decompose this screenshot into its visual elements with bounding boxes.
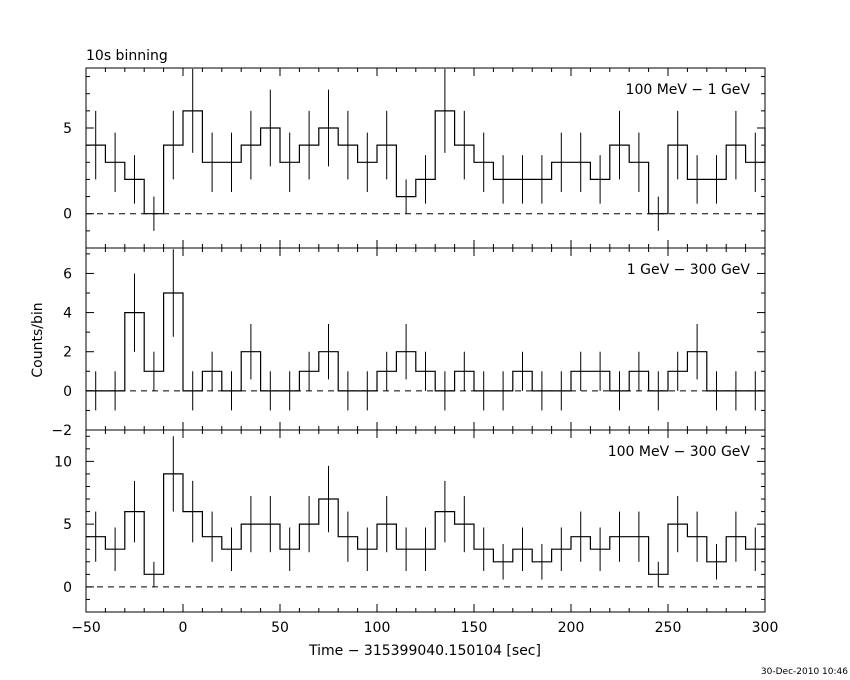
panel-1: 0 5 100 MeV − 1 GeV [63, 67, 766, 249]
timestamp: 30-Dec-2010 10:46 [761, 667, 848, 677]
y-tick-label: 10 [54, 454, 72, 470]
panel-2: −2 0 2 4 6 1 GeV − 300 GeV [51, 247, 766, 439]
panel-3: 0 5 10 100 MeV − 300 GeV [54, 429, 766, 613]
panel-label: 1 GeV − 300 GeV [627, 262, 751, 278]
y-tick-label: 6 [63, 266, 72, 282]
y-tick-label: 0 [63, 207, 72, 223]
panel-label: 100 MeV − 300 GeV [608, 444, 751, 460]
x-tick-label: 150 [461, 620, 488, 636]
chart-title: 10s binning [86, 48, 168, 64]
panels-layer: 0 5 100 MeV − 1 GeV −2 0 2 4 6 1 GeV − 300 GeV 0 5… [51, 67, 779, 636]
step-series [86, 292, 765, 392]
y-tick-label: −2 [51, 423, 72, 439]
x-tick-label: 200 [558, 620, 585, 636]
x-tick-label: 250 [655, 620, 682, 636]
y-tick-label: 2 [63, 345, 72, 361]
x-tick-label: 50 [271, 620, 289, 636]
y-tick-label: 0 [63, 580, 72, 596]
step-series [86, 110, 766, 215]
step-series [86, 473, 766, 575]
x-tick-label: 300 [752, 620, 779, 636]
x-axis-label: Time − 315399040.150104 [sec] [308, 643, 541, 659]
y-tick-label: 5 [63, 517, 72, 533]
y-tick-label: 0 [63, 384, 72, 400]
y-tick-label: 4 [63, 306, 72, 322]
y-axis-label: Counts/bin [30, 302, 46, 377]
x-tick-label: −50 [71, 620, 101, 636]
panel-frame [85, 429, 766, 613]
x-tick-label: 0 [179, 620, 188, 636]
y-tick-label: 5 [63, 121, 72, 137]
x-tick-label: 100 [364, 620, 391, 636]
panel-label: 100 MeV − 1 GeV [626, 82, 751, 98]
